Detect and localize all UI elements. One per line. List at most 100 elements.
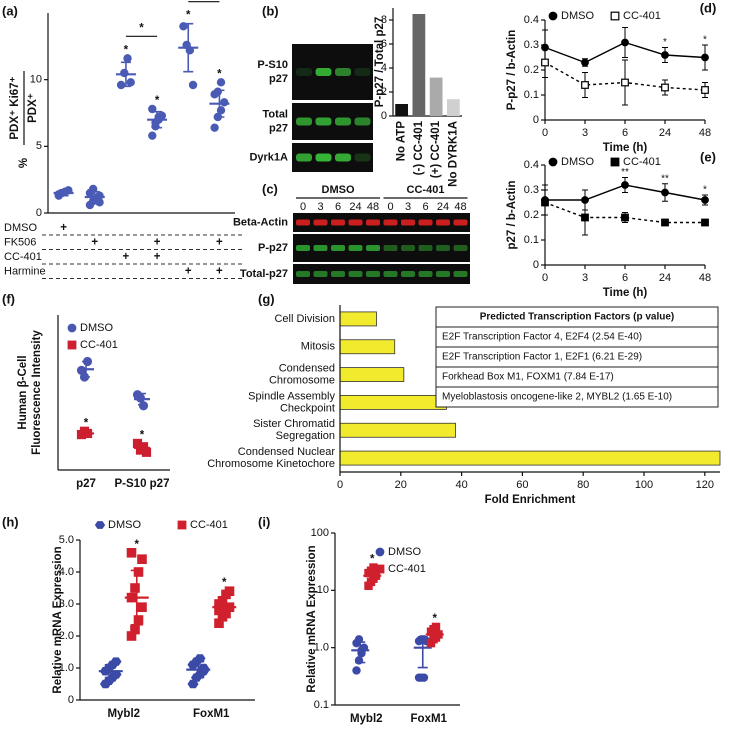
data-point bbox=[126, 547, 137, 558]
data-point bbox=[120, 68, 129, 78]
x-axis-label: Time (h) bbox=[603, 287, 648, 299]
panel-label: (i) bbox=[258, 514, 270, 529]
x-tick-label: 24 bbox=[659, 272, 671, 284]
data-point bbox=[148, 104, 157, 114]
blot-row-label: p27 bbox=[269, 73, 288, 85]
y-axis-label: Relative mRNA Expression bbox=[306, 545, 318, 692]
x-axis-label: Fold Enrichment bbox=[485, 494, 576, 506]
blot-row-label: p27 bbox=[269, 122, 288, 134]
significance-star: * bbox=[135, 539, 140, 551]
bar bbox=[429, 77, 443, 116]
x-tick-label: No ATP bbox=[396, 121, 408, 162]
data-point bbox=[130, 624, 140, 635]
treatment-level: + bbox=[154, 251, 161, 263]
x-tick-label: 0 bbox=[542, 127, 548, 139]
blot-band bbox=[335, 117, 351, 126]
blot-band bbox=[315, 117, 332, 126]
x-tick-label: 6 bbox=[622, 127, 628, 139]
y-tick-label: Spindle Assembly bbox=[248, 390, 335, 402]
legend-label: CC-401 bbox=[190, 519, 228, 531]
blot-band bbox=[453, 219, 468, 226]
blot-lane-label: 6 bbox=[422, 201, 428, 213]
x-tick-label: 80 bbox=[577, 479, 589, 491]
blot-band bbox=[315, 153, 332, 162]
y-axis-label: Relative mRNA Expression bbox=[52, 546, 64, 693]
data-point bbox=[220, 98, 229, 107]
legend-label: CC-401 bbox=[623, 156, 661, 168]
y-axis-label: P-p27 / Total p27 bbox=[374, 17, 386, 108]
y-tick-label: Sister Chromatid bbox=[253, 418, 335, 430]
y-tick-label: Condensed Nuclear bbox=[238, 446, 336, 458]
data-point bbox=[541, 58, 549, 67]
table-cell bbox=[435, 386, 719, 408]
y-tick-label: 10 bbox=[317, 584, 329, 596]
significance-star: * bbox=[217, 68, 222, 80]
significance-star: * bbox=[222, 577, 227, 589]
treatment-level: + bbox=[60, 222, 67, 234]
legend-label: CC-401 bbox=[80, 339, 118, 351]
table-header: Predicted Transcription Factors (p value… bbox=[480, 312, 675, 323]
blot-band bbox=[436, 245, 450, 251]
legend-marker bbox=[610, 11, 620, 21]
data-point bbox=[581, 58, 589, 67]
blot-band bbox=[366, 271, 380, 277]
y-tick-label: 0.3 bbox=[524, 184, 539, 196]
data-point bbox=[541, 198, 549, 207]
y-axis-label: PDX⁺ bbox=[27, 93, 39, 123]
blot-band bbox=[313, 219, 328, 226]
y-tick-label: 4 bbox=[381, 62, 387, 74]
table-cell-text: Forkhead Box M1, FOXM1 (7.84 E-17) bbox=[442, 372, 614, 383]
blot-band bbox=[354, 68, 371, 76]
panel-label: (h) bbox=[2, 514, 19, 529]
legend-marker bbox=[67, 323, 77, 333]
x-tick-label: (+) CC-401 bbox=[430, 120, 442, 178]
bar bbox=[339, 311, 377, 327]
treatment-level: + bbox=[185, 266, 192, 278]
error-bar bbox=[417, 635, 428, 669]
legend-label: DMSO bbox=[388, 546, 421, 558]
data-point bbox=[621, 78, 629, 87]
y-axis-label: P-p27 / b-Actin bbox=[506, 30, 518, 111]
panel-label: (b) bbox=[262, 3, 279, 18]
blot-band bbox=[383, 219, 398, 226]
significance-star: ** bbox=[661, 173, 669, 184]
x-tick-label: Mybl2 bbox=[107, 708, 140, 720]
legend-marker bbox=[177, 520, 187, 530]
legend-marker bbox=[548, 11, 558, 21]
blot-band bbox=[331, 219, 345, 226]
significance-star: * bbox=[155, 95, 160, 107]
blot-band bbox=[436, 219, 450, 226]
y-tick-label: 0 bbox=[68, 694, 74, 706]
data-point bbox=[419, 673, 429, 682]
data-point bbox=[213, 87, 223, 96]
legend-label: DMSO bbox=[561, 10, 594, 22]
blot-band bbox=[383, 245, 398, 251]
y-tick-label: 0 bbox=[533, 259, 539, 271]
blot-band bbox=[354, 153, 371, 162]
panel-label: (f) bbox=[2, 291, 15, 306]
x-tick-label: 6 bbox=[622, 272, 628, 284]
blot-band bbox=[331, 271, 345, 277]
treatment-name: Harmine bbox=[4, 265, 46, 277]
significance-star: * bbox=[84, 417, 89, 429]
blot-band bbox=[315, 68, 332, 76]
bar bbox=[412, 14, 426, 116]
blot-band bbox=[354, 117, 371, 126]
y-tick-label: 4.0 bbox=[59, 566, 74, 578]
x-tick-label: 60 bbox=[516, 479, 528, 491]
legend-marker bbox=[610, 157, 620, 167]
blot-image bbox=[293, 213, 470, 232]
data-point bbox=[701, 196, 709, 204]
blot-band bbox=[335, 153, 351, 162]
blot-band bbox=[366, 245, 380, 251]
blot-band bbox=[418, 271, 433, 277]
y-tick-label: 2.0 bbox=[59, 630, 74, 642]
x-tick-label: FoxM1 bbox=[193, 708, 230, 720]
data-point bbox=[135, 393, 146, 403]
data-point bbox=[54, 190, 63, 199]
data-point bbox=[224, 586, 235, 596]
y-tick-label: 0.4 bbox=[524, 159, 539, 171]
y-axis-label: PDX⁺ Ki67⁺ bbox=[9, 76, 21, 139]
y-tick-label: Mitosis bbox=[301, 341, 336, 353]
